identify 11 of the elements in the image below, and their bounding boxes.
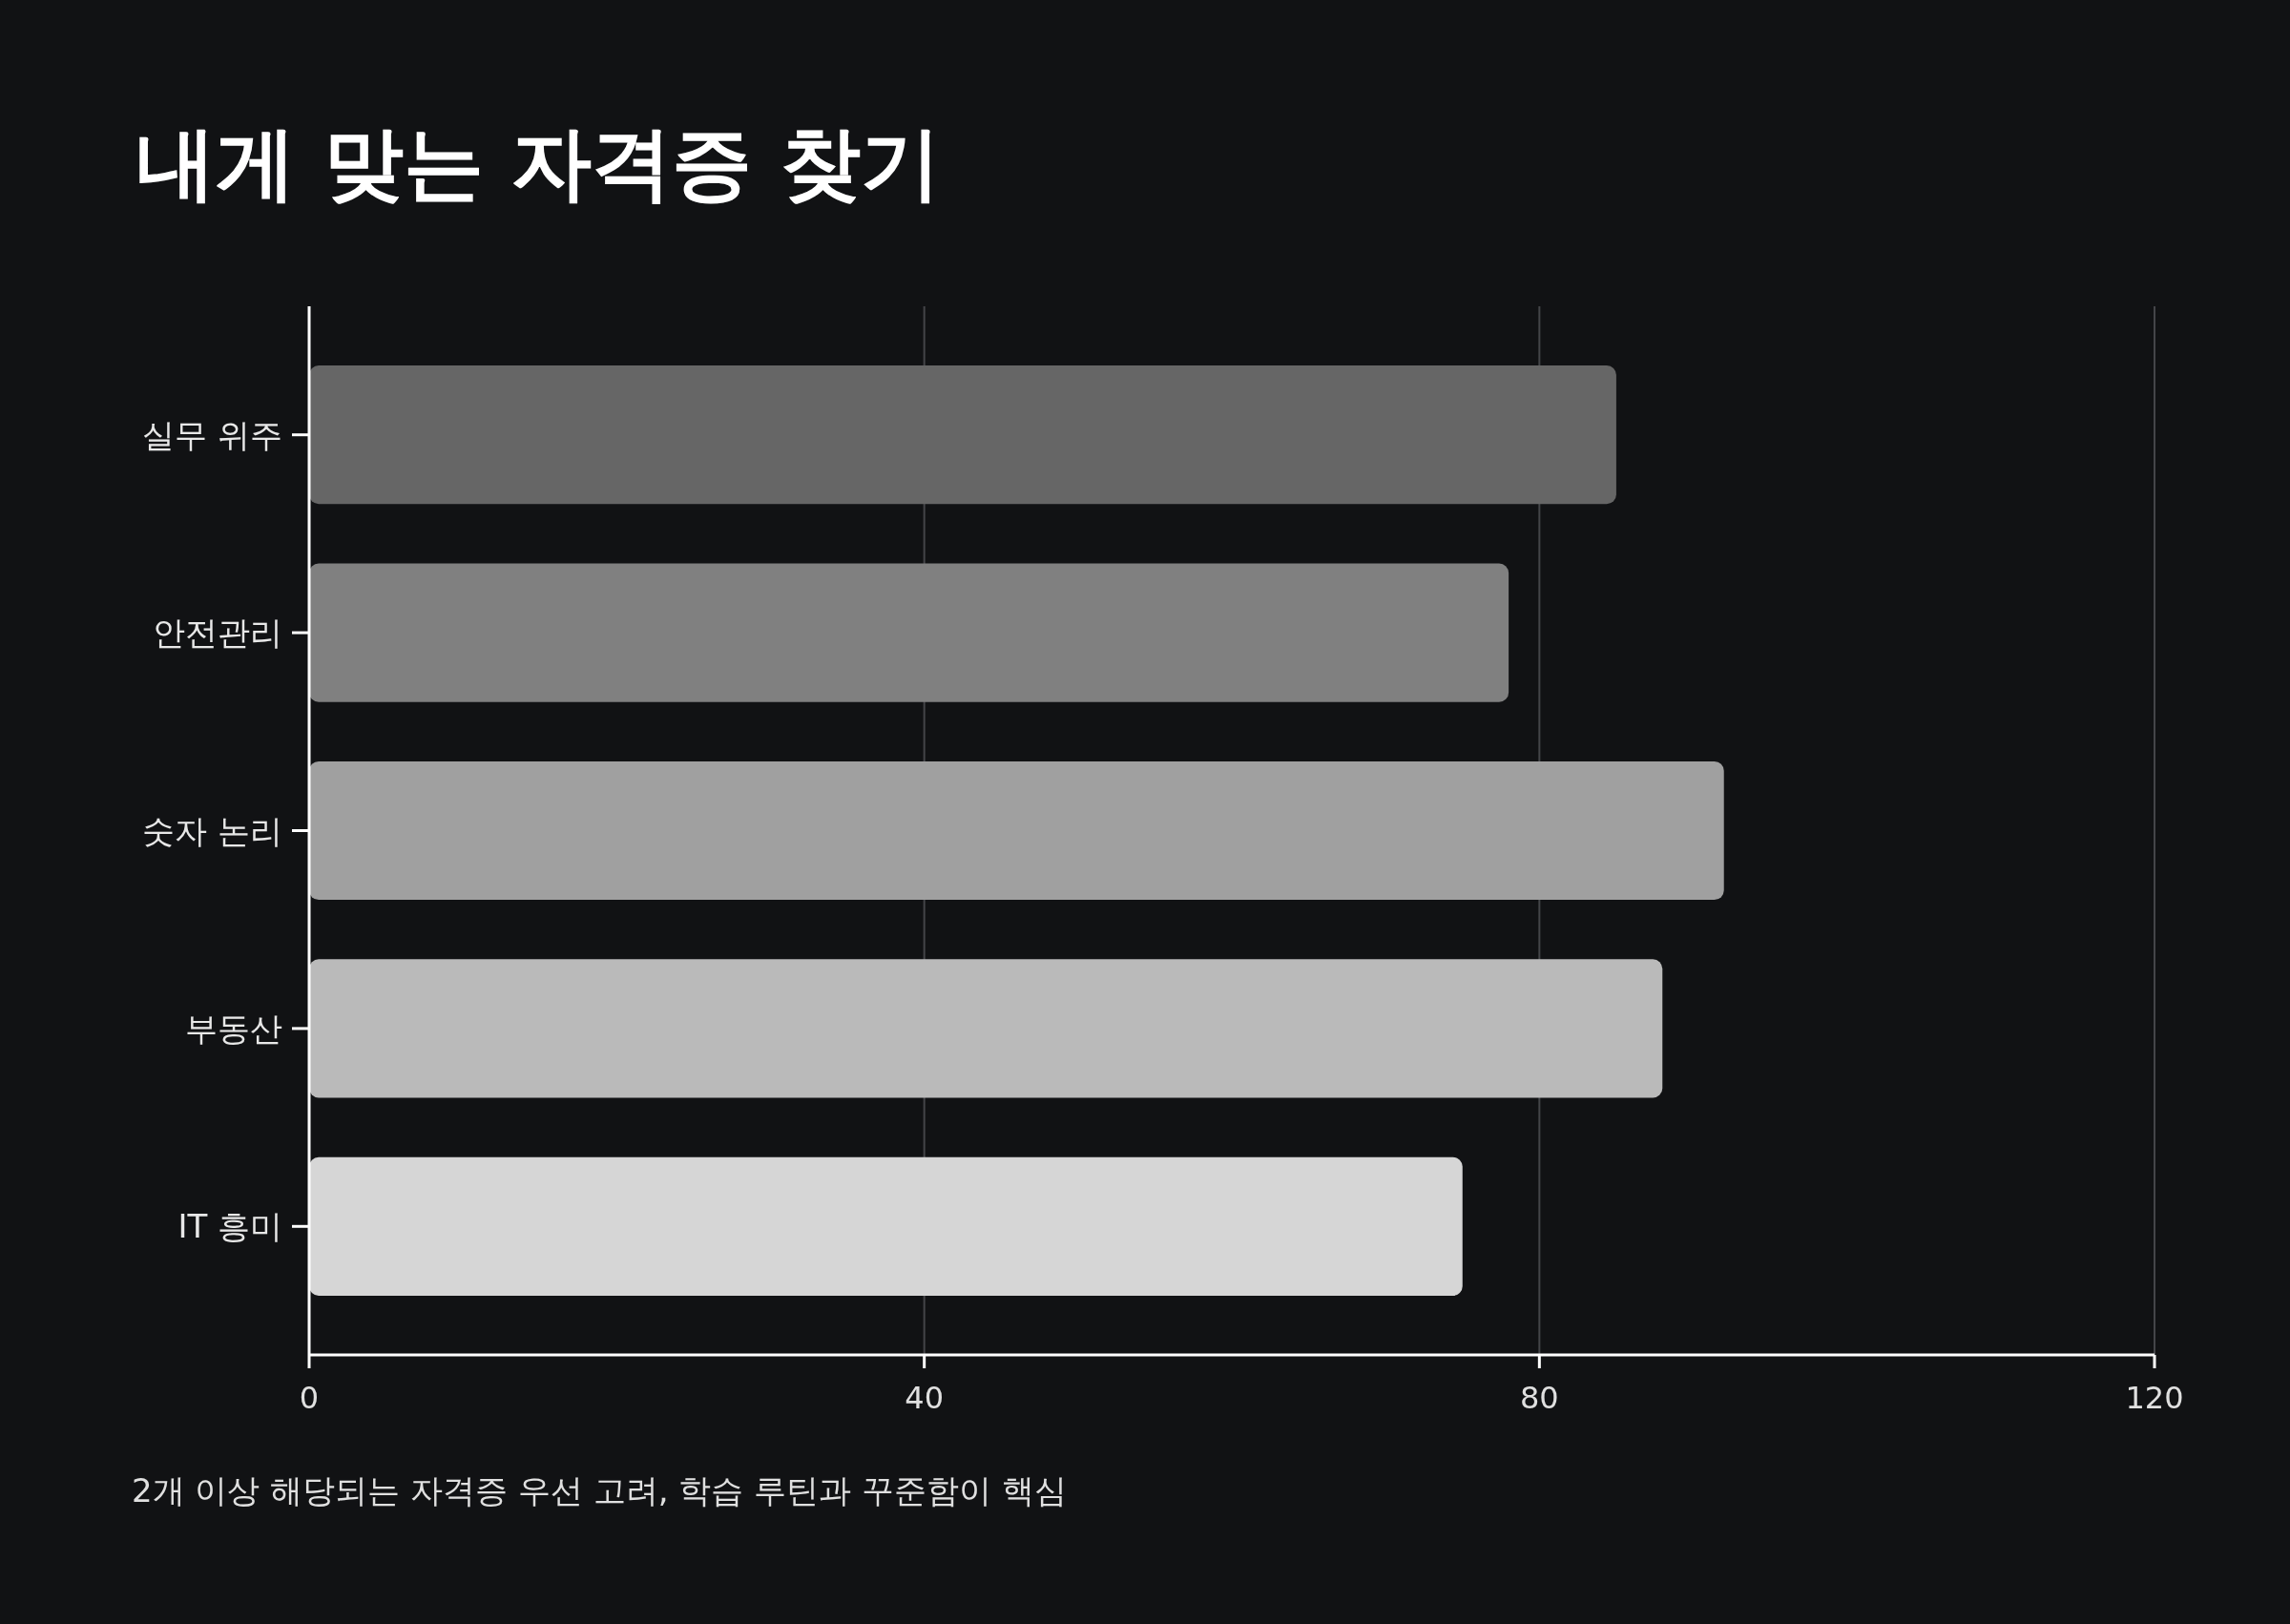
x-tick-label: 120 (2125, 1380, 2184, 1416)
y-tick-label: 안전관리 (153, 614, 282, 653)
y-tick-label: 부동산 (185, 1009, 282, 1048)
x-tick-label: 40 (905, 1380, 945, 1416)
chart-title: 내게 맞는 자격증 찾기 (135, 116, 941, 210)
y-tick-label: 실무 위주 (142, 415, 282, 454)
text: 2개 이상 해당되는 자격증 우선 고려, 학습 루틴과 꾸준함이 핵심 (132, 1471, 1067, 1509)
x-tick-label: 80 (1519, 1380, 1559, 1416)
x-tick-label: 0 (299, 1380, 320, 1416)
y-tick-label: IT 흥미 (177, 1207, 282, 1246)
y-tick-label: 숫자 논리 (142, 811, 282, 850)
